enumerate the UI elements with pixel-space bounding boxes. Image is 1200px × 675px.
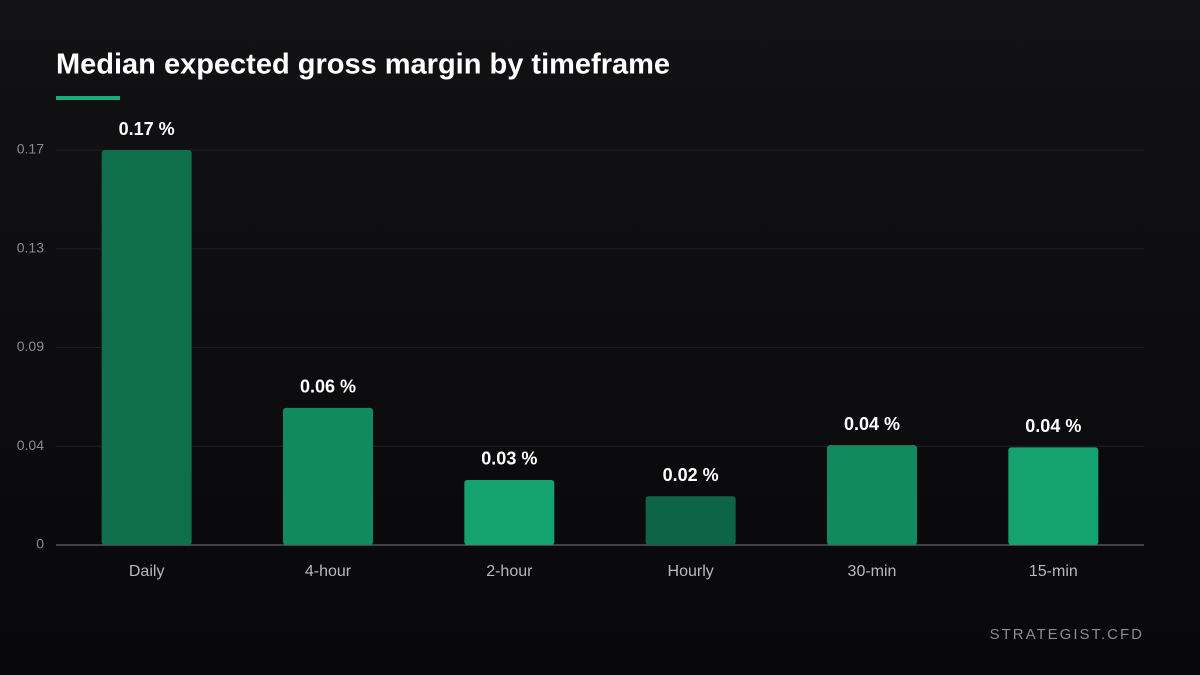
x-tick-label: 4-hour xyxy=(305,563,352,580)
footer: STRATEGIST.CFD xyxy=(990,626,1144,643)
value-label: 0.04 % xyxy=(844,414,900,434)
value-label: 0.04 % xyxy=(1025,416,1081,436)
bar xyxy=(464,479,555,545)
value-label: 0.02 % xyxy=(663,465,719,485)
x-tick-label: 30-min xyxy=(848,563,897,580)
bar xyxy=(283,407,373,545)
value-label: 0.03 % xyxy=(481,449,537,469)
x-tick-label: Hourly xyxy=(668,563,714,580)
bar xyxy=(101,150,192,545)
bar xyxy=(1008,447,1099,545)
title-accent xyxy=(56,96,120,100)
y-tick-label: 0.09 xyxy=(17,338,44,354)
y-tick-label: 0 xyxy=(36,536,44,552)
y-tick-label: 0.04 xyxy=(17,437,44,453)
y-tick-label: 0.13 xyxy=(17,239,44,255)
chart-title: Median expected gross margin by timefram… xyxy=(56,49,670,81)
x-tick-label: 15-min xyxy=(1029,563,1078,580)
y-tick-label: 0.17 xyxy=(17,141,44,157)
value-label: 0.06 % xyxy=(300,377,356,397)
x-tick-label: Daily xyxy=(129,563,165,580)
x-tick-label: 2-hour xyxy=(486,563,533,580)
bar xyxy=(827,445,917,545)
value-label: 0.17 % xyxy=(119,119,175,139)
bar xyxy=(645,496,736,545)
